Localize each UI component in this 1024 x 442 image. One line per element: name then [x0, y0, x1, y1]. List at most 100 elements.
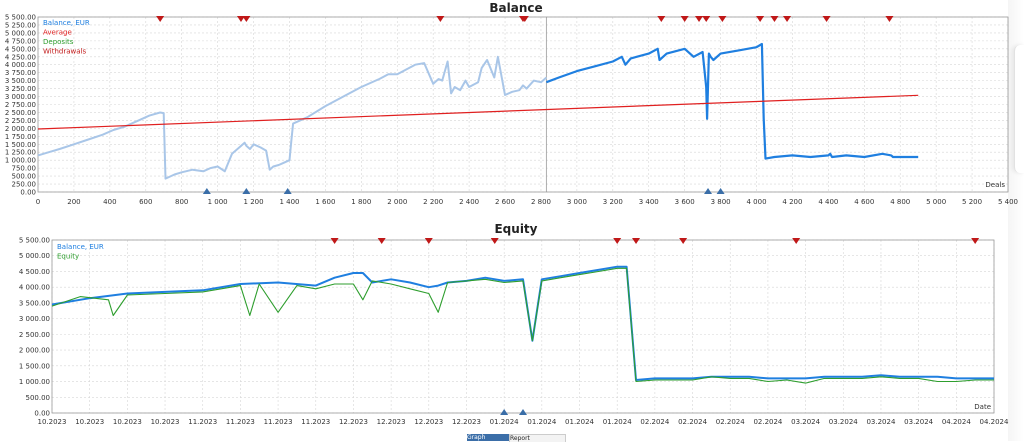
equity-legend: Balance, EUR Equity — [57, 243, 104, 261]
balance-series-line — [37, 55, 548, 180]
balance-x-tick-label: 2 200 — [423, 198, 443, 206]
withdrawal-marker — [490, 238, 499, 244]
equity-x-tick-label: 01.2024 — [527, 418, 556, 426]
equity-y-tick-label: 0.00 — [34, 410, 50, 418]
balance-y-tick-label: 2 500.00 — [5, 109, 36, 117]
balance-x-axis-name: Deals — [985, 181, 1005, 189]
equity-x-tick-label: 02.2024 — [678, 418, 707, 426]
deposit-marker — [202, 188, 211, 194]
balance-x-tick-label: 4 600 — [854, 198, 874, 206]
side-panel-edge — [1008, 0, 1024, 441]
balance-x-tick-label: 5 200 — [962, 198, 982, 206]
deposit-marker — [716, 188, 725, 194]
balance-series-line — [546, 42, 919, 160]
equity-x-tick-label: 02.2024 — [716, 418, 745, 426]
balance-x-tick-label: 1 600 — [315, 198, 335, 206]
withdrawal-marker — [436, 16, 445, 22]
equity-x-tick-label: 11.2023 — [226, 418, 255, 426]
equity-x-tick-label: 01.2024 — [603, 418, 632, 426]
equity-y-tick-label: 2 500.00 — [19, 331, 50, 339]
balance-legend-item: Deposits — [43, 38, 74, 46]
balance-x-tick-label: 2 800 — [531, 198, 551, 206]
equity-y-tick-label: 1 000.00 — [19, 378, 50, 386]
balance-x-tick-label: 1 000 — [208, 198, 228, 206]
equity-x-tick-label: 10.2023 — [113, 418, 142, 426]
equity-x-tick-label: 04.2024 — [980, 418, 1009, 426]
equity-x-tick-label: 10.2023 — [151, 418, 180, 426]
balance-series — [37, 42, 919, 180]
withdrawal-marker — [680, 16, 689, 22]
equity-x-tick-label: 12.2023 — [339, 418, 368, 426]
balance-x-tick-label: 4 400 — [818, 198, 838, 206]
equity-plot-frame — [51, 239, 995, 414]
balance-y-tick-label: 750.00 — [12, 165, 37, 173]
balance-x-tick-label: 0 — [36, 198, 40, 206]
equity-legend-item: Equity — [57, 253, 79, 261]
balance-x-tick-label: 600 — [139, 198, 152, 206]
balance-y-tick-label: 4 500.00 — [5, 45, 36, 53]
balance-y-tick-label: 4 000.00 — [5, 61, 36, 69]
equity-markers — [330, 238, 980, 415]
balance-y-tick-label: 1 250.00 — [5, 149, 36, 157]
equity-x-tick-label: 11.2023 — [301, 418, 330, 426]
balance-x-tick-label: 3 200 — [603, 198, 623, 206]
withdrawal-marker — [242, 16, 251, 22]
balance-x-tick-label: 4 000 — [746, 198, 766, 206]
balance-y-tick-label: 3 500.00 — [5, 77, 36, 85]
balance-legend-item: Average — [43, 29, 72, 37]
balance-x-tick-label: 4 200 — [782, 198, 802, 206]
withdrawal-marker — [695, 16, 704, 22]
equity-x-tick-label: 10.2023 — [75, 418, 104, 426]
balance-x-tick-label: 4 800 — [890, 198, 910, 206]
equity-x-axis-name: Date — [974, 403, 991, 411]
tab-report[interactable]: Report — [509, 434, 566, 442]
withdrawal-marker — [702, 16, 711, 22]
balance-legend-item: Balance, EUR — [43, 19, 90, 27]
equity-x-tick-label: 10.2023 — [38, 418, 67, 426]
balance-x-tick-label: 1 400 — [279, 198, 299, 206]
balance-y-tick-label: 1 500.00 — [5, 141, 36, 149]
equity-series-line — [51, 267, 994, 384]
balance-legend-item: Withdrawals — [43, 48, 86, 56]
balance-y-tick-label: 2 750.00 — [5, 101, 36, 109]
withdrawal-marker — [822, 16, 831, 22]
equity-y-tick-label: 3 500.00 — [19, 299, 50, 307]
withdrawal-marker — [657, 16, 666, 22]
tab-graph[interactable]: Graph — [467, 434, 509, 441]
equity-series-line — [51, 265, 994, 381]
withdrawal-marker — [792, 238, 801, 244]
equity-y-tick-label: 500.00 — [26, 394, 51, 402]
balance-y-tick-label: 2 000.00 — [5, 125, 36, 133]
balance-title: Balance — [489, 1, 542, 15]
balance-x-tick-label: 3 800 — [711, 198, 731, 206]
equity-x-tick-label: 03.2024 — [904, 418, 933, 426]
equity-x-tick-label: 02.2024 — [753, 418, 782, 426]
equity-x-tick-label: 12.2023 — [414, 418, 443, 426]
side-panel-card[interactable] — [1014, 45, 1024, 173]
equity-y-tick-label: 2 000.00 — [19, 347, 50, 355]
balance-y-tick-label: 5 500.00 — [5, 14, 36, 22]
equity-series — [51, 265, 994, 384]
balance-x-tick-label: 3 000 — [567, 198, 587, 206]
withdrawal-marker — [783, 16, 792, 22]
equity-x-tick-label: 03.2024 — [829, 418, 858, 426]
equity-y-ticks: 0.00 500.00 1 000.00 1 500.00 2 000.00 2 500.… — [19, 237, 50, 418]
deposit-marker — [283, 188, 292, 194]
balance-y-tick-label: 1 750.00 — [5, 133, 36, 141]
balance-y-tick-label: 4 750.00 — [5, 37, 36, 45]
balance-y-tick-label: 3 250.00 — [5, 85, 36, 93]
equity-y-tick-label: 4 500.00 — [19, 268, 50, 276]
equity-x-tick-label: 12.2023 — [452, 418, 481, 426]
equity-title: Equity — [494, 222, 537, 236]
equity-x-tick-label: 11.2023 — [264, 418, 293, 426]
equity-x-tick-label: 03.2024 — [791, 418, 820, 426]
balance-x-ticks: 0 200 400 600 800 1 000 1 200 1 400 1 600 1 800 2 … — [36, 198, 1018, 206]
equity-x-tick-label: 01.2024 — [490, 418, 519, 426]
withdrawal-marker — [718, 16, 727, 22]
balance-x-tick-label: 5 400 — [998, 198, 1018, 206]
equity-x-tick-label: 01.2024 — [565, 418, 594, 426]
equity-y-tick-label: 5 500.00 — [19, 237, 50, 245]
withdrawal-marker — [971, 238, 980, 244]
balance-series-line — [37, 94, 919, 130]
balance-x-tick-label: 800 — [175, 198, 188, 206]
